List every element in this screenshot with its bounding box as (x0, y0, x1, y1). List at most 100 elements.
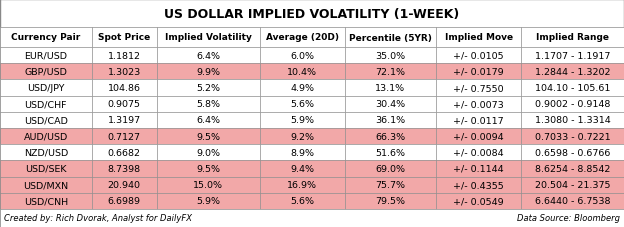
Bar (436, 177, 521, 193)
Bar (157, 96, 260, 112)
Bar (92, 80, 157, 96)
Bar (344, 64, 436, 80)
Bar (260, 161, 344, 177)
Text: Implied Move: Implied Move (444, 33, 513, 42)
Bar (260, 128, 344, 145)
Text: 9.5%: 9.5% (196, 164, 220, 173)
Bar (344, 177, 436, 193)
Text: 8.7398: 8.7398 (107, 164, 140, 173)
Bar (521, 48, 624, 64)
Bar (436, 96, 521, 112)
Bar (0, 96, 92, 112)
Bar (0, 145, 92, 161)
Bar (260, 145, 344, 161)
Bar (0, 128, 92, 145)
Bar (260, 28, 344, 48)
Bar (0, 193, 92, 209)
Bar (436, 28, 521, 48)
Text: 36.1%: 36.1% (375, 116, 406, 125)
Text: 5.9%: 5.9% (196, 197, 220, 205)
Bar (157, 177, 260, 193)
Bar (92, 48, 157, 64)
Text: USD/JPY: USD/JPY (27, 84, 64, 93)
Bar (344, 128, 436, 145)
Text: 9.2%: 9.2% (290, 132, 314, 141)
Text: 8.6254 - 8.8542: 8.6254 - 8.8542 (535, 164, 610, 173)
Bar (260, 48, 344, 64)
Bar (0, 177, 92, 193)
Bar (521, 177, 624, 193)
Text: +/- 0.1144: +/- 0.1144 (453, 164, 504, 173)
Text: Spot Price: Spot Price (98, 33, 150, 42)
Text: +/- 0.7550: +/- 0.7550 (453, 84, 504, 93)
Text: 30.4%: 30.4% (375, 100, 406, 109)
Text: 15.0%: 15.0% (193, 180, 223, 189)
Bar (157, 28, 260, 48)
Bar (157, 112, 260, 128)
Bar (344, 193, 436, 209)
Text: 1.1707 - 1.1917: 1.1707 - 1.1917 (535, 51, 610, 60)
Text: 72.1%: 72.1% (375, 67, 406, 76)
Bar (0, 161, 92, 177)
Bar (521, 145, 624, 161)
Text: USD/CNH: USD/CNH (24, 197, 68, 205)
Bar (436, 193, 521, 209)
Text: 0.9002 - 0.9148: 0.9002 - 0.9148 (535, 100, 610, 109)
Bar (157, 48, 260, 64)
Text: Created by: Rich Dvorak, Analyst for DailyFX: Created by: Rich Dvorak, Analyst for Dai… (4, 214, 192, 222)
Bar (92, 128, 157, 145)
Text: 6.6989: 6.6989 (107, 197, 140, 205)
Bar (344, 96, 436, 112)
Text: 6.0%: 6.0% (290, 51, 314, 60)
Bar (344, 112, 436, 128)
Text: 75.7%: 75.7% (375, 180, 406, 189)
Bar (436, 64, 521, 80)
Bar (92, 28, 157, 48)
Bar (0, 209, 624, 227)
Text: 0.6682: 0.6682 (107, 148, 140, 157)
Text: 1.1812: 1.1812 (107, 51, 140, 60)
Text: +/- 0.0084: +/- 0.0084 (453, 148, 504, 157)
Bar (0, 64, 92, 80)
Bar (521, 80, 624, 96)
Bar (436, 80, 521, 96)
Text: 20.940: 20.940 (107, 180, 140, 189)
Text: +/- 0.0073: +/- 0.0073 (453, 100, 504, 109)
Text: EUR/USD: EUR/USD (24, 51, 67, 60)
Text: 6.4%: 6.4% (196, 116, 220, 125)
Bar (92, 112, 157, 128)
Text: +/- 0.0549: +/- 0.0549 (453, 197, 504, 205)
Bar (436, 48, 521, 64)
Text: 1.2844 - 1.3202: 1.2844 - 1.3202 (535, 67, 610, 76)
Text: 20.504 - 21.375: 20.504 - 21.375 (535, 180, 610, 189)
Bar (260, 193, 344, 209)
Bar (521, 28, 624, 48)
Bar (521, 112, 624, 128)
Text: Implied Volatility: Implied Volatility (165, 33, 251, 42)
Bar (0, 48, 92, 64)
Text: 9.4%: 9.4% (290, 164, 314, 173)
Text: +/- 0.4355: +/- 0.4355 (453, 180, 504, 189)
Bar (92, 145, 157, 161)
Text: 5.9%: 5.9% (290, 116, 314, 125)
Bar (0, 80, 92, 96)
Text: 79.5%: 79.5% (375, 197, 406, 205)
Text: 5.6%: 5.6% (290, 100, 314, 109)
Bar (0, 28, 92, 48)
Text: US DOLLAR IMPLIED VOLATILITY (1-WEEK): US DOLLAR IMPLIED VOLATILITY (1-WEEK) (164, 7, 460, 20)
Text: 1.3023: 1.3023 (107, 67, 141, 76)
Text: 0.7033 - 0.7221: 0.7033 - 0.7221 (535, 132, 610, 141)
Bar (157, 128, 260, 145)
Text: 6.6440 - 6.7538: 6.6440 - 6.7538 (535, 197, 610, 205)
Text: 35.0%: 35.0% (375, 51, 406, 60)
Bar (344, 28, 436, 48)
Text: 1.3197: 1.3197 (107, 116, 140, 125)
Text: 13.1%: 13.1% (375, 84, 406, 93)
Bar (344, 80, 436, 96)
Bar (0, 112, 92, 128)
Bar (260, 64, 344, 80)
Text: 5.6%: 5.6% (290, 197, 314, 205)
Text: 66.3%: 66.3% (375, 132, 406, 141)
Bar (92, 193, 157, 209)
Bar (344, 161, 436, 177)
